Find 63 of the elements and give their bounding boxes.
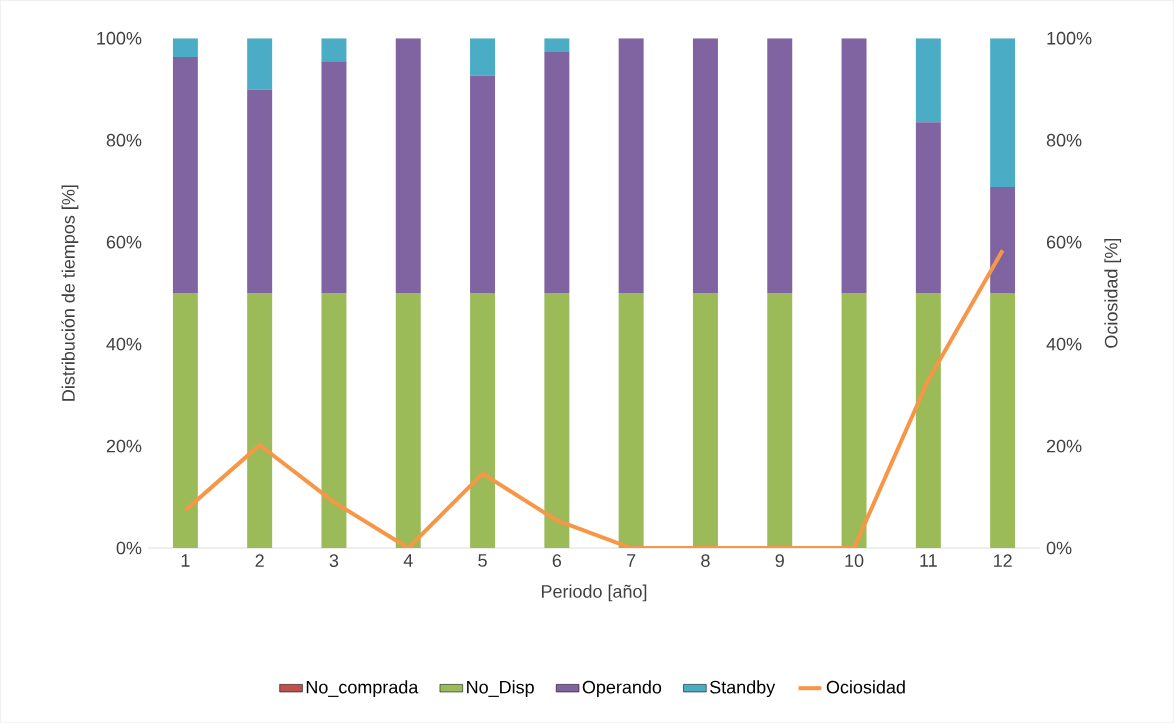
- x-tick-label: 2: [255, 554, 264, 567]
- y2-tick-label: 100%: [1047, 31, 1092, 45]
- x-tick-label: 4: [403, 554, 413, 567]
- bar: [172, 57, 198, 294]
- y-tick-label: 0%: [116, 541, 142, 555]
- bar: [990, 293, 1016, 548]
- x-tick-label: 5: [478, 554, 487, 567]
- bar: [841, 38, 867, 294]
- y-tick-label: 60%: [106, 235, 142, 249]
- bar: [172, 38, 198, 57]
- bar: [321, 293, 347, 548]
- bar: [544, 51, 570, 294]
- y2-tick-label: 60%: [1046, 235, 1082, 249]
- x-tick-label: 9: [775, 554, 784, 567]
- bar: [172, 293, 198, 548]
- y-tick-label: 100%: [97, 31, 142, 45]
- bar: [618, 38, 644, 294]
- bar: [841, 293, 867, 548]
- bar: [915, 293, 941, 548]
- bar: [321, 38, 347, 62]
- legend-label: Ociosidad: [826, 680, 905, 694]
- x-tick-label: 6: [552, 554, 562, 567]
- x-tick-label: 3: [329, 554, 339, 567]
- bar: [990, 187, 1016, 294]
- legend-label: No_comprada: [306, 680, 419, 697]
- bar: [767, 293, 793, 548]
- y-axis-title: Distribución de tiempos [%]: [61, 185, 79, 401]
- bar: [990, 38, 1016, 187]
- x-tick-label: 10: [845, 554, 864, 567]
- bar: [395, 293, 421, 548]
- x-tick-label: 8: [701, 554, 710, 567]
- y2-axis-title: Ociosidad [%]: [1104, 238, 1122, 348]
- bar: [692, 38, 718, 294]
- bar: [470, 75, 496, 294]
- bar: [395, 38, 421, 294]
- bar: [247, 89, 273, 294]
- y-tick-label: 40%: [106, 337, 142, 351]
- bar: [692, 293, 718, 548]
- x-axis-title: Periodo [año]: [541, 584, 647, 602]
- bar: [767, 38, 793, 294]
- y2-tick-label: 80%: [1046, 133, 1082, 147]
- bar: [544, 293, 570, 548]
- bar: [321, 61, 347, 294]
- x-tick-label: 7: [627, 554, 636, 567]
- y-tick-label: 20%: [106, 439, 142, 453]
- legend-label: Operando: [582, 680, 662, 697]
- bar: [618, 293, 644, 548]
- y2-tick-label: 40%: [1046, 337, 1082, 351]
- legend-label: Standby: [710, 680, 776, 697]
- y2-tick-label: 20%: [1046, 439, 1082, 453]
- x-tick-label: 11: [920, 554, 937, 567]
- bar: [470, 38, 496, 76]
- legend-label: No_Disp: [467, 680, 534, 697]
- y2-tick-label: 0%: [1046, 541, 1072, 555]
- bar: [544, 38, 570, 52]
- y-tick-label: 80%: [106, 133, 142, 147]
- x-tick-label: 1: [181, 554, 190, 567]
- x-tick-label: 12: [994, 554, 1012, 567]
- bar: [915, 122, 941, 294]
- bar: [247, 293, 273, 548]
- bar: [915, 38, 941, 123]
- bar: [247, 38, 273, 90]
- bar: [470, 293, 496, 548]
